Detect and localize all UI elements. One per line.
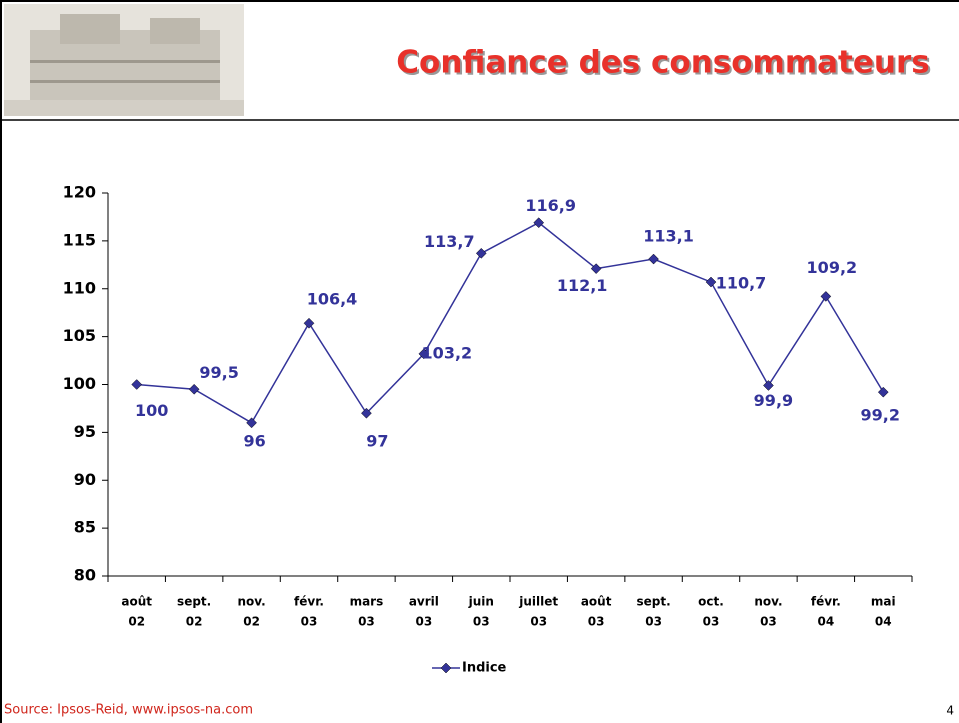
- x-tick-label: 02: [186, 615, 203, 629]
- data-label: 97: [366, 432, 388, 451]
- marker: [877, 386, 889, 398]
- data-label: 99,5: [199, 363, 238, 382]
- building-photo: [4, 4, 244, 116]
- data-label: 99,2: [861, 406, 900, 425]
- x-tick-label: 03: [760, 615, 777, 629]
- marker: [590, 263, 602, 274]
- legend-label: Indice: [462, 661, 507, 676]
- x-tick-label: 02: [243, 615, 260, 629]
- data-label: 110,7: [716, 274, 767, 293]
- x-tick-label: 03: [416, 615, 433, 629]
- x-tick-label: sept.: [636, 595, 670, 609]
- y-tick-label: 120: [63, 183, 96, 202]
- page-number: 4: [946, 704, 954, 718]
- source: Source: Ipsos-Reid, www.ipsos-na.com: [4, 703, 253, 718]
- x-tick-label: 03: [530, 615, 547, 629]
- marker: [475, 247, 487, 259]
- x-tick-label: août: [121, 595, 152, 609]
- y-tick-label: 90: [74, 470, 96, 489]
- x-tick-label: août: [581, 595, 612, 609]
- data-label: 112,1: [557, 276, 608, 295]
- x-tick-label: 04: [875, 615, 892, 629]
- data-label: 113,7: [424, 232, 475, 251]
- x-tick-label: 03: [588, 615, 605, 629]
- y-tick-label: 85: [74, 518, 96, 537]
- x-tick-label: avril: [409, 595, 439, 609]
- y-tick-label: 95: [74, 422, 96, 441]
- x-tick-label: mars: [350, 595, 384, 609]
- marker: [705, 276, 717, 288]
- marker: [820, 291, 832, 302]
- x-tick-label: 03: [703, 615, 720, 629]
- marker: [131, 379, 143, 390]
- data-label: 100: [135, 401, 168, 420]
- line: [136, 221, 884, 424]
- x-tick-label: 03: [358, 615, 375, 629]
- y-tick-label: 80: [74, 566, 96, 585]
- legend-marker: [440, 662, 452, 674]
- x-tick-label: juillet: [518, 595, 558, 609]
- data-label: 113,1: [643, 227, 694, 246]
- x-tick-label: 04: [818, 615, 835, 629]
- y-tick-label: 115: [63, 230, 96, 249]
- x-tick-label: oct.: [698, 595, 724, 609]
- data-label: 116,9: [525, 196, 576, 215]
- y-tick-label: 105: [63, 326, 96, 345]
- x-tick-label: 02: [128, 615, 145, 629]
- y-tick-label: 100: [63, 374, 96, 393]
- x-tick-label: 03: [301, 615, 318, 629]
- marker: [188, 383, 200, 395]
- data-label: 103,2: [422, 343, 473, 362]
- x-tick-label: mai: [871, 595, 896, 609]
- data-label: 99,9: [754, 391, 793, 410]
- title-shadow: Confiance des consommateurs: [398, 47, 931, 83]
- chart-title: Confiance des consommateurs: [396, 45, 929, 81]
- marker: [418, 348, 430, 360]
- x-tick-label: févr.: [811, 595, 841, 609]
- x-tick-label: nov.: [237, 595, 265, 609]
- x-tick-label: sept.: [177, 595, 211, 609]
- marker: [303, 317, 315, 329]
- data-label: 96: [243, 431, 265, 450]
- marker: [246, 417, 257, 429]
- marker: [763, 380, 774, 391]
- x-tick-label: nov.: [754, 595, 782, 609]
- marker: [361, 407, 372, 419]
- marker: [648, 253, 659, 265]
- data-label: 106,4: [307, 290, 358, 309]
- y-tick-label: 110: [63, 278, 96, 297]
- x-tick-label: 03: [645, 615, 662, 629]
- x-tick-label: 03: [473, 615, 490, 629]
- marker: [533, 217, 545, 229]
- data-label: 109,2: [807, 258, 858, 277]
- x-tick-label: juin: [468, 595, 494, 609]
- x-tick-label: févr.: [294, 595, 324, 609]
